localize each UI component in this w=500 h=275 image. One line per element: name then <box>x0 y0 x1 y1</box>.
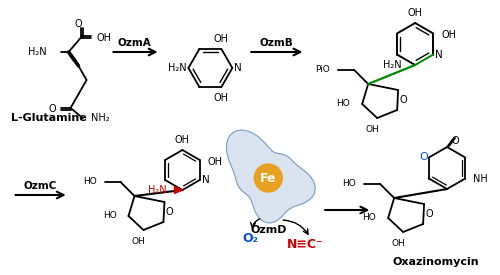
Text: OH: OH <box>132 238 145 246</box>
Text: O: O <box>426 209 433 219</box>
Text: OH: OH <box>366 125 379 134</box>
Text: PiO: PiO <box>316 65 330 75</box>
Text: NH: NH <box>473 174 488 183</box>
Text: O: O <box>420 153 428 163</box>
Text: H₂N: H₂N <box>28 47 46 57</box>
Text: N: N <box>202 175 209 185</box>
Text: Oxazinomycin: Oxazinomycin <box>393 257 480 267</box>
Text: OH: OH <box>442 31 456 40</box>
Text: N: N <box>436 50 443 59</box>
Text: OH: OH <box>214 34 229 44</box>
Text: OzmB: OzmB <box>260 38 293 48</box>
Text: O: O <box>166 207 173 217</box>
Text: N: N <box>234 63 242 73</box>
Text: HO: HO <box>362 213 376 222</box>
Text: L-Glutamine: L-Glutamine <box>10 113 86 123</box>
Text: OzmA: OzmA <box>118 38 152 48</box>
Polygon shape <box>226 130 316 223</box>
Text: Fe: Fe <box>260 172 276 185</box>
Text: N≡C⁻: N≡C⁻ <box>287 238 324 252</box>
Text: O: O <box>75 19 82 29</box>
Text: HO: HO <box>336 100 350 109</box>
Polygon shape <box>174 186 182 194</box>
Text: OzmD: OzmD <box>250 225 286 235</box>
Text: HO: HO <box>83 177 96 186</box>
Text: O: O <box>400 95 407 105</box>
Text: H₂N: H₂N <box>168 63 186 73</box>
Text: OzmC: OzmC <box>24 181 58 191</box>
Text: O: O <box>49 104 56 114</box>
Circle shape <box>254 164 282 192</box>
Text: OH: OH <box>175 135 190 145</box>
Text: HO: HO <box>103 211 117 221</box>
Text: O: O <box>451 136 459 146</box>
Text: OH: OH <box>208 157 222 167</box>
Text: HO: HO <box>342 180 356 188</box>
Text: OH: OH <box>96 33 112 43</box>
Text: H₂N: H₂N <box>382 60 401 70</box>
Text: OH: OH <box>408 8 422 18</box>
Text: O₂: O₂ <box>242 232 258 244</box>
Text: NH₂: NH₂ <box>90 113 109 123</box>
Text: OH: OH <box>214 93 229 103</box>
Text: H₂N: H₂N <box>148 185 167 195</box>
Text: OH: OH <box>392 240 405 249</box>
